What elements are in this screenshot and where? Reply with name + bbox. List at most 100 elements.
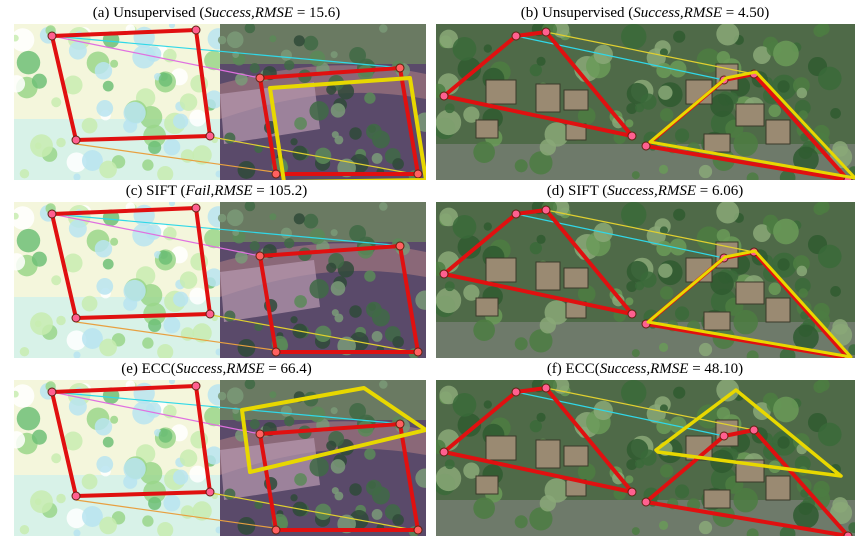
caption-f: (f) ECC(Success,RMSE = 48.10) xyxy=(435,360,855,378)
panel-c-image xyxy=(14,202,426,358)
panel-b xyxy=(436,24,855,180)
right-corner-dot xyxy=(271,169,281,179)
right-corner-dot xyxy=(255,73,265,83)
left-corner-dot xyxy=(47,31,57,41)
right-corner-dot xyxy=(413,169,423,179)
caption-c-prefix: (c) SIFT ( xyxy=(125,183,186,199)
caption-d-status: Success xyxy=(607,183,654,199)
right-corner-dot xyxy=(413,347,423,357)
left-corner-dot xyxy=(191,203,201,213)
match-line-yellow xyxy=(545,31,755,75)
panel-a xyxy=(14,24,426,180)
panel-e xyxy=(14,380,426,536)
match-line-yellow xyxy=(205,313,415,353)
caption-a-value: = 15.6) xyxy=(293,5,341,21)
left-corner-dot xyxy=(191,381,201,391)
match-line-cyan xyxy=(51,213,405,247)
left-corner-dot xyxy=(627,309,637,319)
left-corner-dot xyxy=(71,313,81,323)
left-corner-dot xyxy=(541,205,551,215)
match-line-cyan xyxy=(515,391,725,437)
match-line-cyan xyxy=(51,35,405,69)
caption-d: (d) SIFT (Success,RMSE = 6.06) xyxy=(435,182,855,200)
right-corner-dot xyxy=(719,431,729,441)
left-corner-dot xyxy=(439,91,449,101)
left-corner-dot xyxy=(71,491,81,501)
caption-e-status: Success xyxy=(175,361,223,377)
left-corner-dot xyxy=(205,131,215,141)
left-corner-dot xyxy=(541,383,551,393)
left-corner-dot xyxy=(627,487,637,497)
panel-d-image xyxy=(436,202,855,358)
match-line-cyan xyxy=(515,213,725,259)
caption-f-prefix: (f) ECC( xyxy=(546,361,600,377)
caption-a-prefix: (a) Unsupervised ( xyxy=(92,5,205,21)
caption-f-value: = 48.10) xyxy=(688,361,744,377)
left-corner-dot xyxy=(47,209,57,219)
right-corner-dot xyxy=(255,429,265,439)
caption-d-value: = 6.06) xyxy=(696,183,744,199)
panel-f-image xyxy=(436,380,855,536)
panel-b-image xyxy=(436,24,855,180)
left-corner-dot xyxy=(439,447,449,457)
caption-c: (c) SIFT (Fail,RMSE = 105.2) xyxy=(14,182,419,200)
caption-b: (b) Unsupervised (Success,RMSE = 4.50) xyxy=(435,4,855,22)
match-line-cyan xyxy=(515,35,725,81)
caption-a-metric: ,RMSE xyxy=(251,5,294,21)
aerial-houses xyxy=(475,241,791,331)
left-corner-dot xyxy=(71,135,81,145)
right-yellow-quad xyxy=(268,76,426,180)
right-corner-dot xyxy=(413,525,423,535)
right-image-roof xyxy=(220,260,320,322)
right-corner-dot xyxy=(395,419,405,429)
left-corner-dot xyxy=(511,209,521,219)
right-yellow-quad xyxy=(654,388,843,478)
left-corner-dot xyxy=(47,387,57,397)
right-corner-dot xyxy=(395,241,405,251)
panel-e-image xyxy=(14,380,426,536)
right-yellow-quad xyxy=(648,70,855,180)
right-corner-dot xyxy=(641,497,651,507)
caption-a: (a) Unsupervised (Success,RMSE = 15.6) xyxy=(14,4,419,22)
match-line-cyan xyxy=(51,391,405,425)
panel-d xyxy=(436,202,855,358)
caption-d-metric: ,RMSE xyxy=(653,183,697,199)
right-corner-dot xyxy=(395,63,405,73)
caption-e-metric: ,RMSE xyxy=(222,361,265,377)
caption-c-metric: ,RMSE xyxy=(210,183,253,199)
right-corner-dot xyxy=(749,425,759,435)
match-line-yellow xyxy=(205,135,415,175)
caption-e-value: = 66.4) xyxy=(264,361,312,377)
left-corner-dot xyxy=(511,31,521,41)
right-image-roof xyxy=(220,82,320,144)
right-corner-dot xyxy=(271,525,281,535)
right-corner-dot xyxy=(271,347,281,357)
match-line-yellow xyxy=(545,209,755,253)
left-corner-dot xyxy=(627,131,637,141)
caption-a-status: Success xyxy=(204,5,251,21)
left-corner-dot xyxy=(191,25,201,35)
left-corner-dot xyxy=(205,309,215,319)
right-corner-dot xyxy=(641,141,651,151)
caption-d-prefix: (d) SIFT ( xyxy=(546,183,608,199)
aerial-houses xyxy=(475,63,791,153)
match-line-pink xyxy=(51,35,261,79)
caption-c-status: Fail xyxy=(185,183,211,199)
caption-e-prefix: (e) ECC( xyxy=(121,361,176,377)
caption-b-metric: ,RMSE xyxy=(679,5,722,21)
panel-c xyxy=(14,202,426,358)
match-line-yellow xyxy=(545,387,755,431)
caption-c-value: = 105.2) xyxy=(252,183,308,199)
left-image-foliage xyxy=(14,24,230,180)
caption-b-value: = 4.50) xyxy=(722,5,770,21)
caption-f-metric: ,RMSE xyxy=(646,361,689,377)
match-line-orange xyxy=(75,499,275,529)
right-yellow-quad xyxy=(240,386,426,474)
panel-f xyxy=(436,380,855,536)
panel-a-image xyxy=(14,24,426,180)
match-line-orange xyxy=(75,321,275,351)
right-yellow-quad xyxy=(646,249,853,358)
match-line-orange xyxy=(75,143,275,173)
caption-e: (e) ECC(Success,RMSE = 66.4) xyxy=(14,360,419,378)
left-corner-dot xyxy=(205,487,215,497)
